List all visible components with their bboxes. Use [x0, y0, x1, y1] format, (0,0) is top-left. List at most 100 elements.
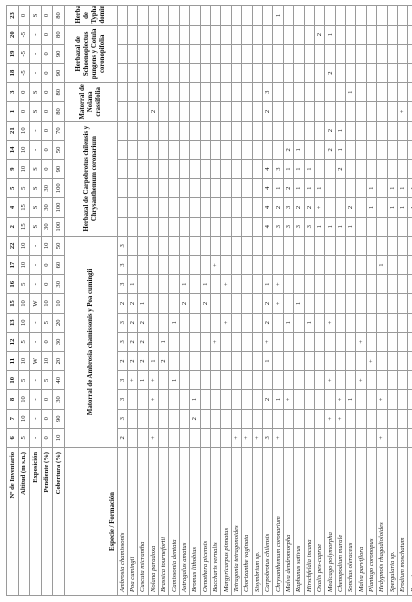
empty-cell: [283, 25, 294, 45]
empty-cell: [158, 389, 169, 410]
empty-cell: [189, 274, 201, 294]
cover-cell: 3: [117, 274, 128, 294]
empty-cell: [324, 428, 336, 448]
empty-cell: [387, 313, 398, 333]
empty-cell: [324, 274, 336, 294]
cover-cell: 3: [272, 217, 284, 237]
empty-cell: [200, 197, 211, 218]
empty-cell: [283, 121, 294, 141]
empty-cell: [366, 293, 377, 314]
empty-cell: [314, 5, 325, 26]
empty-cell: [293, 409, 305, 429]
species-table: Nº de Inventario 6 7 8 10 11 12 13 15 16 17 22 2 4 5 9 1…: [6, 5, 412, 596]
species-name: Medicago polymorpha: [324, 447, 336, 596]
cover-cell: 1: [397, 178, 408, 198]
cover-cell: +: [127, 370, 138, 390]
empty-cell: [220, 351, 232, 371]
empty-cell: [220, 217, 232, 237]
empty-cell: [220, 178, 232, 198]
header-cell: 30: [41, 178, 53, 198]
empty-cell: [366, 121, 377, 141]
empty-cell: [179, 236, 190, 256]
empty-cell: [210, 409, 221, 429]
empty-cell: [262, 63, 273, 83]
empty-cell: [387, 5, 398, 26]
cover-cell: 1: [127, 274, 138, 294]
empty-cell: [376, 121, 388, 141]
empty-cell: [283, 409, 294, 429]
species-row: Spergularia sp. 1 1: [387, 5, 398, 596]
species-name: Plantago coronopus: [366, 447, 377, 596]
empty-cell: [314, 409, 325, 429]
header-cell: -: [29, 313, 41, 333]
empty-cell: [314, 389, 325, 410]
empty-cell: [355, 178, 367, 198]
empty-cell: [252, 293, 263, 314]
cover-cell: +: [241, 428, 253, 448]
header-cell: 0: [41, 274, 53, 294]
empty-cell: [127, 121, 138, 141]
header-cell: -: [29, 409, 41, 429]
empty-cell: [231, 217, 242, 237]
empty-cell: [158, 140, 169, 160]
header-cell: 90: [52, 44, 64, 64]
empty-cell: [200, 159, 211, 179]
empty-cell: [366, 140, 377, 160]
header-cell: 5: [18, 428, 30, 448]
empty-cell: [231, 351, 242, 371]
empty-cell: [220, 140, 232, 160]
empty-cell: [189, 5, 201, 26]
header-cell: 0: [41, 44, 53, 64]
empty-cell: [283, 351, 294, 371]
header-cell: 15: [18, 217, 30, 237]
empty-cell: [231, 274, 242, 294]
empty-cell: [231, 5, 242, 26]
empty-cell: [252, 197, 263, 218]
cover-cell: 3: [117, 255, 128, 275]
empty-cell: [220, 332, 232, 352]
empty-cell: [345, 178, 356, 198]
header-cell: 0: [41, 389, 53, 410]
empty-cell: [387, 101, 398, 122]
empty-cell: [366, 274, 377, 294]
empty-cell: [210, 313, 221, 333]
empty-cell: [189, 313, 201, 333]
empty-cell: [283, 236, 294, 256]
header-cell: 30: [52, 389, 64, 410]
cover-cell: +: [324, 313, 336, 333]
cover-cell: 3: [117, 236, 128, 256]
empty-cell: [262, 370, 273, 390]
row-label: Especie / Formación: [64, 447, 117, 596]
empty-cell: [355, 140, 367, 160]
empty-cell: [397, 274, 408, 294]
header-cell: 10: [18, 140, 30, 160]
header-cell: -5: [18, 63, 30, 83]
empty-cell: [210, 101, 221, 122]
species-row: Malva parviflora + +: [355, 5, 367, 596]
cover-cell: 1: [407, 178, 412, 198]
empty-cell: [252, 389, 263, 410]
header-cell: 0: [41, 159, 53, 179]
cover-cell: 1: [283, 313, 294, 333]
header-cell: 10: [18, 409, 30, 429]
empty-cell: [335, 274, 346, 294]
empty-cell: [189, 178, 201, 198]
formation-name: Herbazal de Schoenoplectus pungens y Cot…: [64, 25, 117, 83]
empty-cell: [179, 255, 190, 275]
cover-cell: 2: [262, 313, 273, 333]
empty-cell: [407, 293, 412, 314]
empty-cell: [376, 5, 388, 26]
empty-cell: [407, 389, 412, 410]
empty-cell: [127, 428, 138, 448]
cover-cell: +: [148, 428, 159, 448]
species-row: Sisymbrium sp. +: [252, 5, 263, 596]
empty-cell: [168, 178, 180, 198]
cover-cell: +: [335, 409, 346, 429]
empty-cell: [241, 121, 253, 141]
cover-cell: 1: [387, 178, 398, 198]
header-cell: -: [29, 121, 41, 141]
empty-cell: [189, 140, 201, 160]
species-name: Poa cumingii: [127, 447, 138, 596]
empty-cell: [387, 82, 398, 102]
empty-cell: [210, 293, 221, 314]
